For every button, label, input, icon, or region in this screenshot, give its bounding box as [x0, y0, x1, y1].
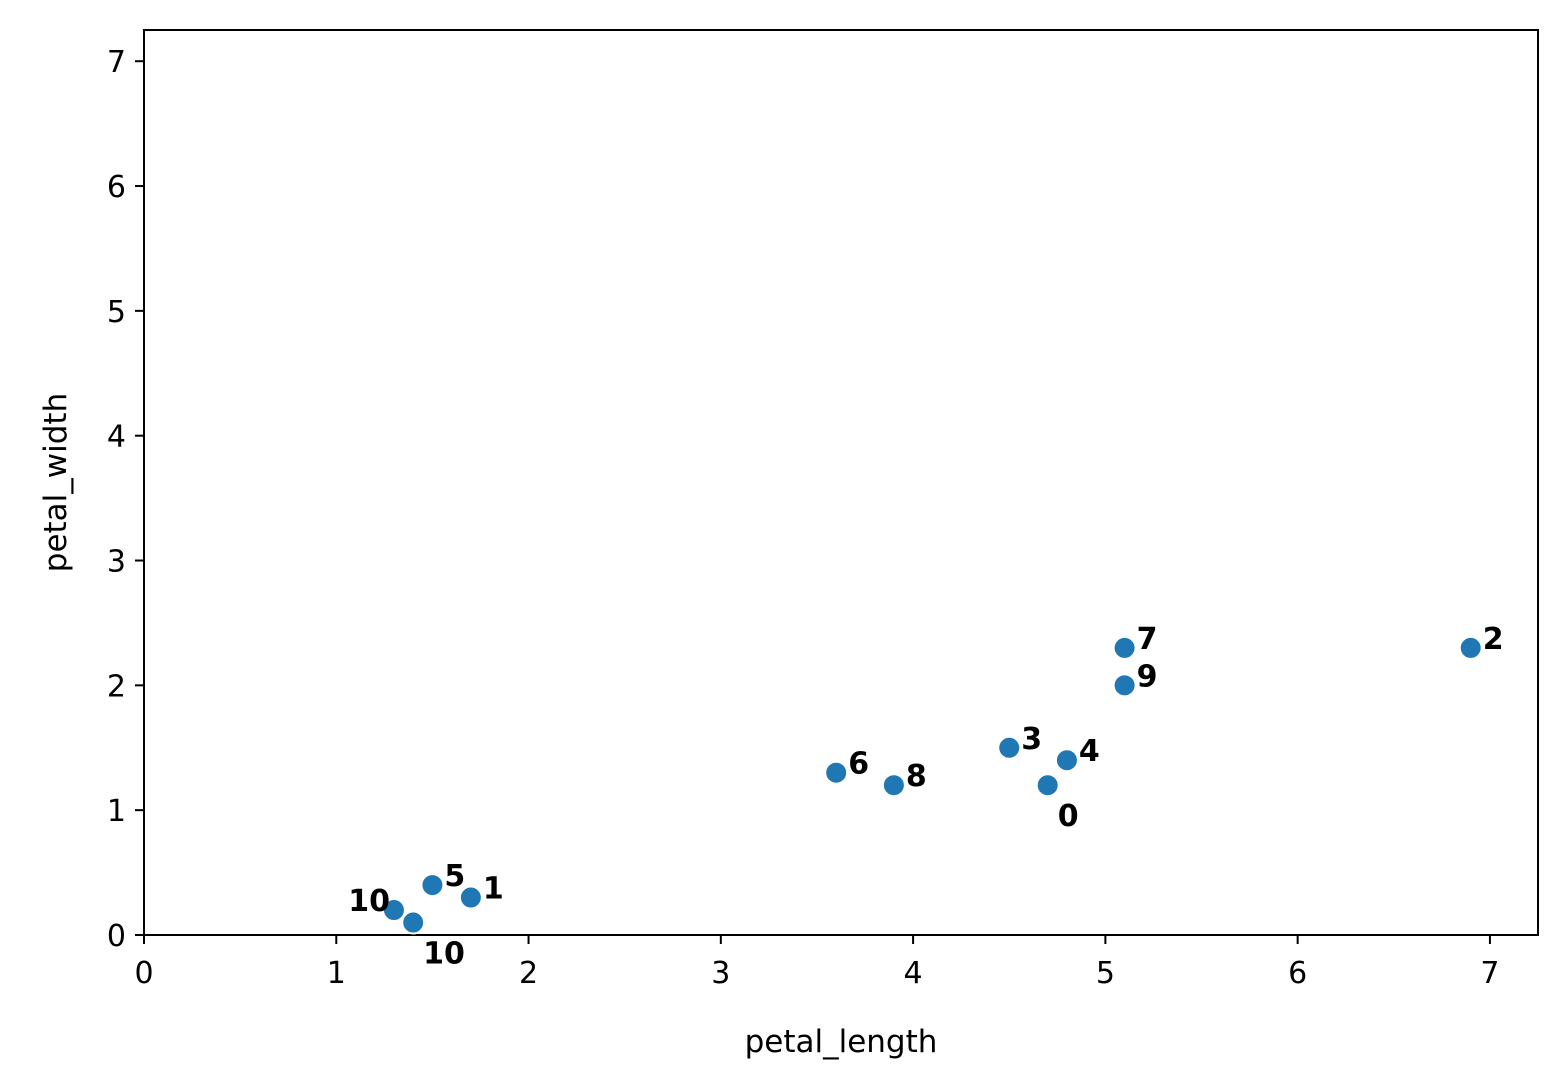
axis-ticks: 0 1 2 3 4 5 6 7 0 1 2 3 4 5 6 7 — [107, 45, 1500, 991]
x-tick-label: 7 — [1480, 956, 1499, 991]
y-tick-label: 5 — [107, 295, 126, 330]
data-point — [1112, 635, 1137, 660]
data-point — [997, 735, 1022, 760]
y-tick-label: 7 — [107, 45, 126, 80]
point-label: 3 — [1021, 722, 1042, 757]
x-tick-label: 4 — [904, 956, 923, 991]
y-tick-label: 3 — [107, 545, 126, 580]
data-point — [1112, 673, 1137, 698]
x-tick-label: 6 — [1288, 956, 1307, 991]
data-point — [881, 773, 906, 798]
point-label: 2 — [1483, 622, 1504, 657]
point-label: 10 — [348, 884, 390, 919]
point-label: 8 — [906, 759, 927, 794]
point-label: 10 — [423, 937, 465, 972]
x-tick-label: 0 — [134, 956, 153, 991]
x-tick-label: 1 — [327, 956, 346, 991]
data-points — [381, 635, 1483, 935]
x-axis-label: petal_length — [745, 1024, 938, 1060]
point-label: 9 — [1137, 659, 1158, 694]
y-tick-label: 2 — [107, 669, 126, 704]
point-label: 5 — [444, 859, 465, 894]
x-tick-label: 3 — [711, 956, 730, 991]
data-point — [458, 885, 483, 910]
y-tick-label: 0 — [107, 919, 126, 954]
point-label: 6 — [848, 747, 869, 782]
point-label: 1 — [483, 872, 504, 907]
x-tick-label: 5 — [1096, 956, 1115, 991]
point-label: 7 — [1137, 622, 1158, 657]
x-tick-label: 2 — [519, 956, 538, 991]
plot-area — [143, 29, 1539, 936]
data-point — [381, 898, 406, 923]
y-tick-label: 6 — [107, 170, 126, 205]
data-point — [824, 760, 849, 785]
data-point — [1458, 635, 1483, 660]
y-tick-label: 4 — [107, 420, 126, 455]
point-label: 4 — [1079, 734, 1100, 769]
point-label: 0 — [1058, 799, 1079, 834]
data-point — [420, 873, 445, 898]
point-labels: 0 1 2 3 4 5 6 7 8 9 10 10 — [348, 622, 1503, 972]
y-axis-label: petal_width — [38, 393, 74, 572]
y-tick-label: 1 — [107, 794, 126, 829]
data-point — [401, 910, 426, 935]
data-point — [1035, 773, 1060, 798]
data-point — [1054, 748, 1079, 773]
